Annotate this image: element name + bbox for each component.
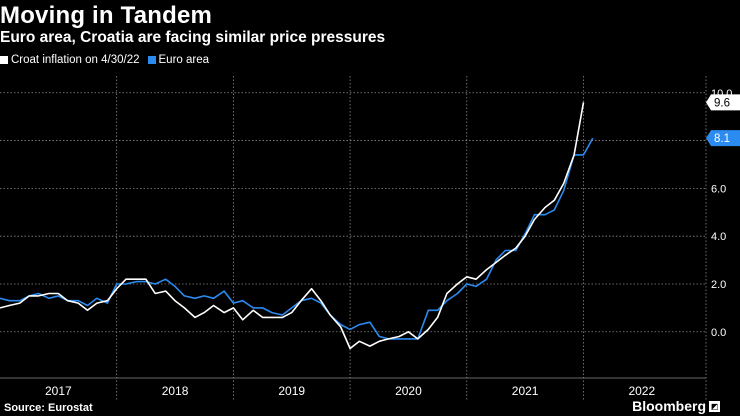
legend: Croat inflation on 4/30/22 Euro area [0, 54, 209, 66]
y-tick-label: 6.0 [711, 183, 726, 195]
x-tick-label: 2021 [512, 384, 539, 398]
chart-title: Moving in Tandem [0, 2, 213, 29]
legend-label-croatia: Croat inflation on 4/30/22 [11, 54, 140, 66]
x-tick-label: 2020 [395, 384, 422, 398]
x-tick-label: 2018 [162, 384, 189, 398]
bloomberg-terminal-icon: ◩ [709, 400, 720, 412]
end-label-box-croatia [706, 94, 740, 111]
x-tick-label: 2019 [278, 384, 305, 398]
y-tick-label: 2.0 [711, 279, 726, 291]
y-tick-label: 4.0 [711, 231, 726, 243]
x-tick-label: 2022 [628, 384, 655, 398]
legend-label-euro-area: Euro area [158, 54, 210, 66]
x-tick-label: 2017 [45, 384, 72, 398]
series-line-croatia [0, 102, 585, 350]
brand-logo: Bloomberg ◩ [632, 398, 720, 414]
legend-item-croatia: Croat inflation on 4/30/22 [0, 54, 140, 66]
source-note: Source: Eurostat [4, 402, 93, 414]
legend-swatch-croatia [0, 56, 8, 64]
legend-item-euro-area: Euro area [147, 54, 210, 66]
end-label-croatia: 9.6 [714, 97, 730, 109]
chart-subtitle: Euro area, Croatia are facing similar pr… [0, 29, 386, 46]
end-label-box-euro-area [706, 130, 740, 147]
y-tick-label: 0.0 [711, 327, 726, 339]
legend-swatch-euro-area [147, 56, 156, 64]
end-label-euro-area: 8.1 [714, 133, 730, 145]
brand-name: Bloomberg [632, 398, 706, 414]
